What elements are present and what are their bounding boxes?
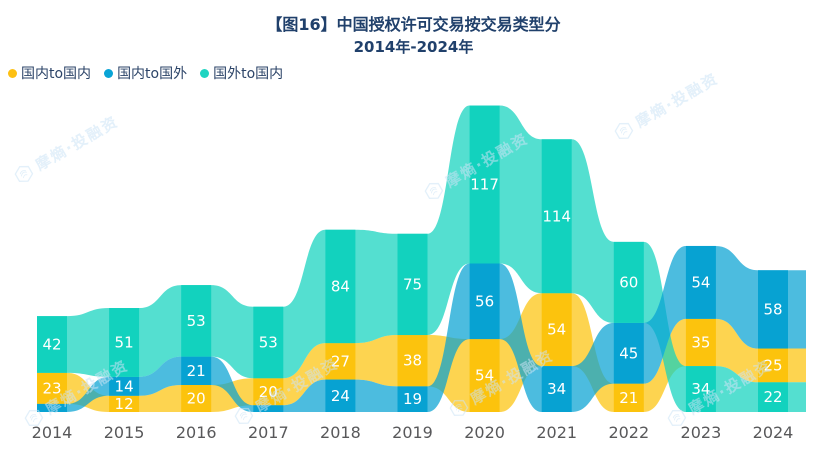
x-axis-label-2016: 2016 — [176, 423, 217, 442]
node-2017-2 — [253, 306, 284, 379]
node-2020-1 — [469, 263, 500, 340]
value-label: 54 — [475, 367, 494, 385]
legend-dot-icon — [200, 68, 210, 78]
node-2016-0 — [181, 385, 212, 412]
node-2018-1 — [325, 379, 356, 412]
node-2014-1 — [37, 403, 67, 412]
legend-label: 国外to国内 — [213, 66, 284, 82]
node-2020-2 — [469, 105, 500, 264]
value-label: 75 — [403, 275, 422, 293]
node-2017-0 — [253, 378, 284, 406]
value-label: 51 — [115, 333, 134, 351]
value-label: 34 — [547, 380, 566, 398]
value-label: 20 — [187, 390, 206, 408]
x-axis-label-2020: 2020 — [464, 423, 505, 442]
flow-ribbon-1 — [37, 245, 806, 412]
x-axis-label-2022: 2022 — [608, 423, 649, 442]
value-label: 117 — [470, 176, 499, 194]
legend-label: 国内to国外 — [117, 66, 188, 82]
value-label: 60 — [619, 273, 638, 291]
value-label: 22 — [763, 388, 782, 406]
value-label: 54 — [691, 273, 710, 291]
node-2015-2 — [109, 308, 140, 377]
node-2022-0 — [613, 383, 644, 412]
x-axis-label-2018: 2018 — [320, 423, 361, 442]
value-label: 21 — [187, 362, 206, 380]
value-label: 23 — [42, 379, 61, 397]
value-label: 27 — [331, 352, 350, 370]
value-label: 38 — [403, 352, 422, 370]
value-label: 53 — [259, 333, 278, 351]
value-label: 14 — [115, 377, 134, 395]
node-2019-2 — [397, 233, 428, 336]
value-label: 42 — [42, 336, 61, 354]
node-2022-2 — [613, 241, 644, 323]
node-2019-1 — [397, 386, 428, 412]
node-2024-2 — [758, 382, 788, 412]
node-2020-0 — [469, 339, 500, 412]
node-2017-1 — [253, 405, 284, 412]
node-2024-0 — [758, 348, 788, 383]
x-axis-label-2017: 2017 — [248, 423, 289, 442]
node-2019-0 — [397, 335, 428, 387]
legend-item-1[interactable]: 国内to国外 — [104, 63, 187, 83]
node-2014-2 — [37, 316, 67, 373]
legend: 国内to国内 国内to国外 国外to国内 — [8, 63, 283, 83]
value-label: 53 — [187, 312, 206, 330]
node-2018-0 — [325, 343, 356, 380]
value-label: 21 — [619, 389, 638, 407]
node-2023-0 — [685, 318, 716, 367]
node-2023-2 — [685, 366, 716, 412]
legend-label: 国内to国内 — [21, 66, 92, 82]
value-label: 12 — [115, 395, 134, 413]
value-label: 35 — [691, 333, 710, 351]
node-2018-2 — [325, 229, 356, 344]
x-axis-label-2015: 2015 — [104, 423, 145, 442]
node-2015-0 — [109, 395, 140, 412]
node-2022-1 — [613, 322, 644, 384]
x-axis-label-2023: 2023 — [681, 423, 722, 442]
chart-subtitle: 2014年-2024年 — [353, 38, 474, 56]
node-2016-1 — [181, 356, 212, 385]
node-2015-1 — [109, 376, 140, 396]
node-2021-1 — [541, 366, 572, 412]
value-label: 20 — [259, 383, 278, 401]
node-2014-0 — [37, 372, 67, 404]
x-axis-label-2024: 2024 — [753, 423, 794, 442]
value-label: 56 — [475, 292, 494, 310]
node-2016-2 — [181, 285, 212, 357]
node-2024-1 — [758, 270, 788, 349]
value-label: 84 — [331, 277, 350, 295]
node-2023-1 — [685, 245, 716, 319]
x-axis-label-2014: 2014 — [32, 423, 73, 442]
value-label: 19 — [403, 390, 422, 408]
value-label: 58 — [763, 300, 782, 318]
value-label: 25 — [763, 356, 782, 374]
value-label: 45 — [619, 344, 638, 362]
x-axis-label-2021: 2021 — [536, 423, 577, 442]
legend-dot-icon — [104, 68, 114, 78]
legend-item-0[interactable]: 国内to国内 — [8, 63, 91, 83]
node-2021-2 — [541, 139, 572, 294]
value-label: 34 — [691, 380, 710, 398]
node-2021-0 — [541, 293, 572, 367]
legend-item-2[interactable]: 国外to国内 — [200, 63, 283, 83]
legend-dot-icon — [8, 68, 17, 78]
value-label: 54 — [547, 321, 566, 339]
chart-title: 【图16】中国授权许可交易按交易类型分 — [266, 15, 561, 34]
x-axis-label-2019: 2019 — [392, 423, 433, 442]
value-label: 24 — [331, 387, 350, 405]
value-label: 114 — [542, 207, 571, 225]
